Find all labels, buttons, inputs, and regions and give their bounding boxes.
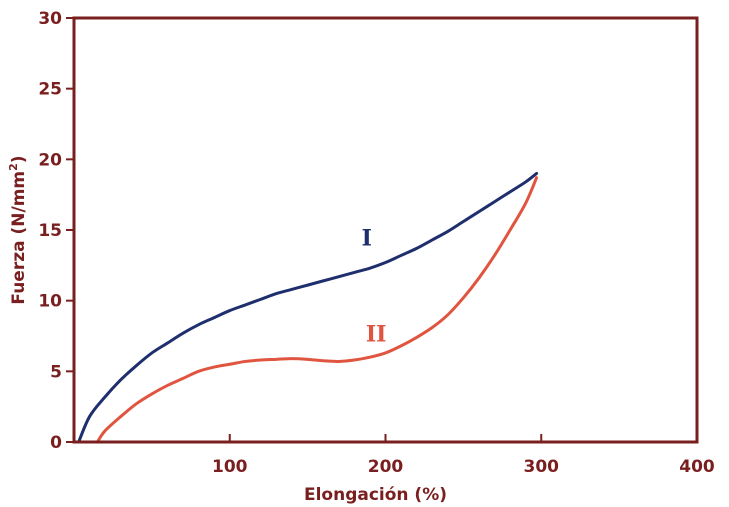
x-tick-label: 400: [679, 457, 715, 477]
y-tick-label: 30: [38, 9, 62, 29]
y-tick-label: 0: [50, 433, 62, 453]
y-axis-title-superscript: 2: [7, 163, 20, 171]
y-axis-ticks: 0 5 10 15 20 25 30: [38, 9, 74, 453]
series-layer: [77, 171, 539, 444]
y-tick-label: 5: [50, 362, 62, 382]
y-tick-label: 25: [38, 80, 62, 100]
series-label-ii: II: [366, 322, 387, 348]
x-axis-ticks: 100 200 300 400: [212, 434, 715, 477]
series-labels: III: [362, 226, 387, 348]
series-line-i: [77, 171, 539, 444]
y-tick-label: 15: [38, 221, 62, 241]
x-axis-title: Elongación (%): [304, 485, 447, 505]
y-axis-title: Fuerza (N/mm2): [7, 155, 29, 304]
plot-frame: [72, 16, 699, 444]
y-axis-title-close: ): [9, 155, 29, 163]
y-tick-label: 20: [38, 150, 62, 170]
y-tick-label: 10: [38, 292, 62, 312]
series-label-i: I: [362, 226, 372, 252]
x-tick-label: 300: [524, 457, 560, 477]
y-axis-title-main: Fuerza (N/mm: [9, 171, 29, 305]
x-tick-label: 200: [368, 457, 404, 477]
x-tick-label: 100: [212, 457, 248, 477]
series-line-ii: [95, 176, 539, 444]
